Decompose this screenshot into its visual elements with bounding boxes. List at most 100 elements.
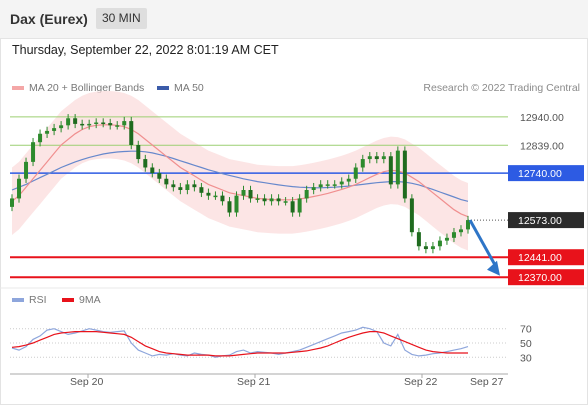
candle — [192, 184, 197, 188]
rsi-level-label-70: 70 — [520, 324, 532, 336]
candle — [73, 118, 78, 124]
rsi-swatch — [12, 298, 24, 302]
candle — [318, 184, 323, 188]
level-badge-2 — [508, 165, 584, 182]
candle — [395, 150, 400, 185]
candle — [10, 198, 14, 207]
x-label-sep27: Sep 27 — [470, 376, 504, 388]
candle — [129, 121, 134, 145]
level-badge-3 — [508, 212, 584, 229]
candle — [360, 159, 365, 168]
candle — [346, 178, 351, 182]
timeframe-button[interactable]: 30 MIN — [96, 8, 147, 29]
candle — [143, 159, 148, 168]
legend-ma20: MA 20 + Bollinger Bands — [12, 82, 144, 94]
rsi-ma-line — [11, 331, 468, 357]
level-label-4: 12441.00 — [518, 252, 562, 264]
candle — [458, 229, 463, 233]
candle — [269, 198, 274, 202]
candle — [178, 187, 183, 190]
level-badge-5 — [508, 269, 584, 286]
level-label-0: 12940.00 — [520, 112, 564, 124]
level-label-5: 12370.00 — [518, 272, 562, 284]
candle — [283, 201, 288, 203]
candle — [353, 167, 358, 179]
legend-rsi: RSI — [12, 294, 47, 306]
candle — [248, 190, 253, 199]
legend-ma50-label: MA 50 — [174, 82, 204, 94]
forecast-arrow-head — [487, 260, 500, 276]
ma50-swatch — [157, 86, 169, 90]
rsi-level-label-50: 50 — [520, 338, 532, 350]
credit-text: Research © 2022 Trading Central — [423, 82, 580, 94]
candle — [437, 240, 442, 247]
header-bar: Dax (Eurex) 30 MIN — [0, 0, 588, 39]
candle — [241, 190, 246, 196]
candle — [101, 122, 106, 124]
candle — [185, 184, 190, 190]
candle — [199, 187, 204, 193]
candle — [115, 125, 120, 127]
x-label-sep22: Sep 22 — [404, 376, 438, 388]
candle — [402, 150, 407, 199]
candle — [171, 184, 176, 188]
candle — [332, 184, 337, 186]
candle — [409, 198, 414, 233]
level-label-1: 12839.00 — [520, 140, 564, 152]
candle — [220, 195, 225, 202]
candle — [339, 181, 344, 185]
candle — [38, 133, 43, 143]
candle — [444, 237, 449, 241]
legend-ma50: MA 50 — [157, 82, 204, 94]
candle — [17, 178, 22, 199]
candle — [59, 125, 64, 129]
candle — [150, 167, 155, 174]
candle — [367, 156, 372, 160]
candle — [430, 246, 435, 250]
candle — [122, 121, 127, 126]
level-label-2: 12740.00 — [518, 168, 562, 180]
rsi-ma-swatch — [62, 298, 74, 302]
candle — [164, 178, 169, 185]
candle — [374, 156, 379, 160]
instrument-title: Dax (Eurex) — [10, 11, 88, 27]
x-label-sep20: Sep 20 — [70, 376, 104, 388]
candle — [45, 130, 50, 134]
candle — [80, 123, 85, 126]
candle — [325, 184, 330, 186]
candle — [290, 201, 295, 213]
candle — [276, 198, 281, 202]
rsi-line — [11, 326, 469, 358]
candle — [66, 118, 71, 126]
candle — [451, 232, 456, 238]
candle — [136, 145, 141, 160]
candle — [24, 161, 29, 179]
candle — [87, 123, 92, 126]
candle — [304, 190, 309, 199]
candle — [227, 201, 232, 213]
timestamp: Thursday, September 22, 2022 8:01:19 AM … — [12, 43, 279, 57]
candle — [255, 198, 260, 200]
legend-rsi-ma-label: 9MA — [79, 294, 101, 306]
legend-rsi-ma: 9MA — [62, 294, 101, 306]
forecast-arrow-shaft — [468, 219, 498, 268]
level-badge-4 — [508, 249, 584, 266]
candle — [234, 195, 239, 213]
candle — [157, 173, 162, 179]
candle — [381, 156, 386, 160]
level-label-3: 12573.00 — [518, 215, 562, 227]
candle — [423, 246, 428, 250]
candle — [52, 128, 57, 131]
candle — [388, 156, 393, 185]
ma20-swatch — [12, 86, 24, 90]
candle — [466, 220, 470, 230]
candle — [94, 122, 99, 124]
legend-rsi-label: RSI — [29, 294, 47, 306]
candle — [31, 142, 36, 162]
candle — [416, 232, 421, 247]
rsi-level-label-30: 30 — [520, 352, 532, 364]
candle — [311, 187, 316, 190]
candle — [213, 195, 218, 198]
candle — [108, 123, 113, 126]
